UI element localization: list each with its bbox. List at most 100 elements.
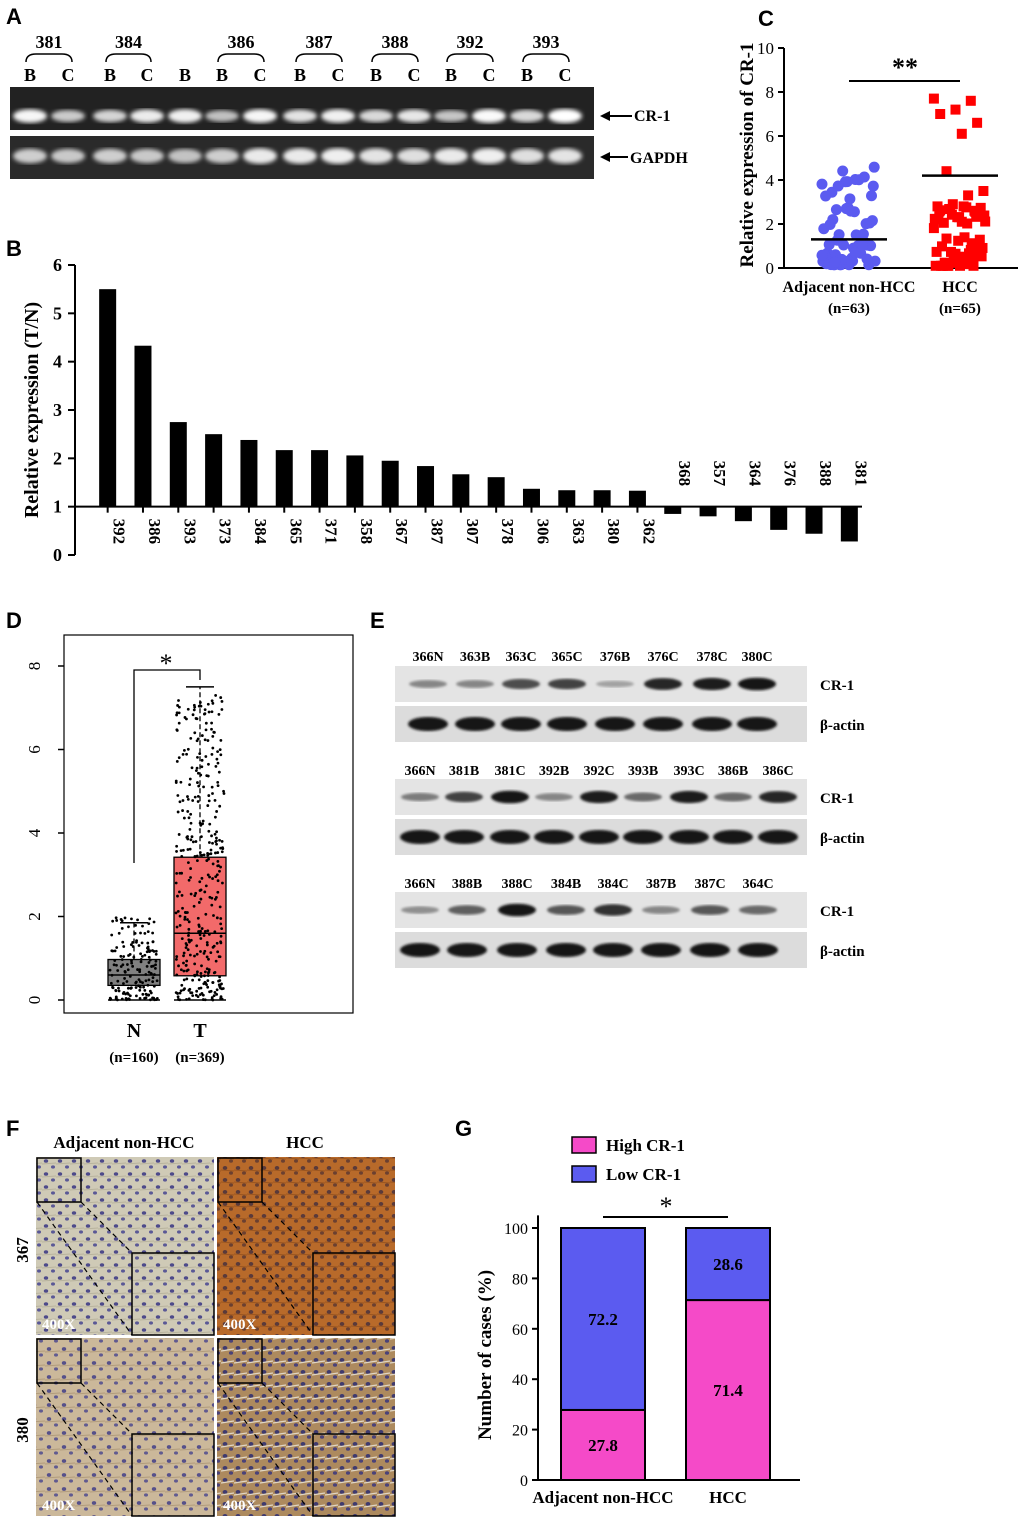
band-cr1: [502, 678, 540, 690]
data-point-t: [192, 904, 196, 908]
data-point-t: [211, 877, 214, 880]
data-point-t: [207, 957, 210, 961]
y-tick-label: 0: [520, 1473, 528, 1490]
data-point-t: [185, 717, 188, 721]
lane-label: C: [483, 65, 496, 85]
significance-marker: **: [892, 53, 918, 82]
data-point-t: [175, 844, 179, 848]
data-point-t: [204, 728, 208, 732]
col-label-hcc: HCC: [286, 1133, 324, 1152]
data-point-t: [183, 917, 187, 921]
data-point-t: [193, 855, 197, 859]
data-point-n: [120, 997, 124, 1001]
y-tick-label: 1: [53, 497, 62, 517]
scatter-point-hcc: [978, 186, 989, 196]
data-point-n: [151, 980, 155, 984]
scatter-point-adjacent: [816, 249, 828, 261]
data-point-n: [139, 952, 142, 956]
data-label: 27.8: [588, 1436, 618, 1455]
data-point-t: [214, 959, 218, 963]
data-point-t: [216, 950, 220, 954]
data-point-t: [184, 942, 188, 945]
data-point-t: [196, 771, 200, 775]
y-tick-label: 10: [757, 39, 774, 58]
data-point-n: [131, 941, 135, 944]
data-point-t: [203, 712, 207, 716]
data-point-n: [131, 964, 135, 968]
data-point-t: [187, 816, 191, 820]
y-tick-label: 3: [53, 400, 62, 420]
category-label: 381: [851, 461, 870, 487]
data-point-t: [200, 734, 204, 737]
data-point-n: [126, 991, 129, 995]
lane-label: 380C: [741, 650, 772, 665]
band-gapdh: [205, 148, 239, 164]
bar-low-cr1: [685, 1227, 771, 1302]
data-point-t: [185, 959, 189, 963]
scatter-point-hcc: [971, 211, 982, 222]
band-gapdh: [13, 148, 47, 164]
col-label-adjacent: Adjacent non-HCC: [53, 1133, 194, 1152]
category-label: 373: [216, 519, 235, 545]
category-label: Adjacent non-HCC: [783, 279, 916, 296]
legend-swatch: [571, 1136, 597, 1154]
sample-bracket: [446, 53, 494, 63]
scatter-point-adjacent: [829, 256, 841, 268]
data-point-t: [220, 850, 224, 854]
data-point-n: [110, 949, 114, 953]
scatter-point-adjacent: [866, 190, 877, 202]
lane-label: B: [521, 65, 533, 85]
data-point-t: [193, 962, 197, 966]
data-point-n: [113, 949, 117, 953]
scatter-point-hcc: [937, 241, 947, 252]
data-point-n: [143, 931, 147, 935]
data-point-t: [178, 890, 181, 894]
lane-label: 364C: [742, 877, 773, 892]
data-point-t: [190, 766, 194, 770]
data-point-n: [137, 944, 141, 947]
y-tick-label: 0: [53, 545, 62, 565]
category-label: 358: [357, 519, 376, 545]
data-point-n: [136, 918, 139, 922]
data-point-t: [189, 867, 192, 870]
band-actin: [400, 943, 440, 957]
data-point-n: [148, 958, 152, 962]
data-point-t: [219, 941, 223, 945]
sample-bracket: [295, 53, 343, 63]
category-label: 364: [745, 461, 764, 487]
scatter-point-adjacent: [861, 253, 873, 265]
data-point-n: [139, 958, 143, 961]
scatter-point-hcc: [941, 233, 952, 244]
data-point-t: [185, 835, 189, 839]
data-point-t: [216, 750, 220, 754]
scatter-point-adjacent: [816, 178, 828, 190]
data-point-t: [193, 795, 197, 799]
data-point-n: [123, 970, 127, 974]
data-point-n: [139, 960, 143, 964]
scatter-point-hcc: [938, 217, 949, 228]
lane-label: 388B: [452, 877, 482, 892]
data-point-t: [187, 934, 190, 937]
data-point-t: [220, 708, 224, 711]
scatter-point-hcc: [977, 242, 988, 253]
scatter-point-hcc: [966, 238, 977, 249]
data-point-t: [197, 978, 201, 982]
data-point-t: [199, 822, 203, 826]
band-cr1: [472, 109, 506, 123]
band-cr1: [510, 109, 544, 123]
category-label: N: [127, 1020, 142, 1042]
data-point-t: [175, 711, 179, 715]
data-point-n: [150, 965, 153, 968]
band-cr1: [243, 109, 277, 123]
y-tick-label: 2: [766, 215, 775, 234]
data-point-t: [219, 917, 223, 920]
band-cr1: [739, 905, 777, 915]
data-point-t: [215, 916, 219, 920]
legend-label: High CR-1: [606, 1136, 685, 1155]
data-point-t: [200, 927, 204, 930]
category-label: HCC: [942, 279, 978, 296]
data-point-n: [110, 973, 114, 977]
sample-id-group: 381 384 386 387 388 392 393: [25, 32, 570, 63]
data-point-t: [220, 927, 224, 930]
zoom-inset: [312, 1433, 396, 1517]
